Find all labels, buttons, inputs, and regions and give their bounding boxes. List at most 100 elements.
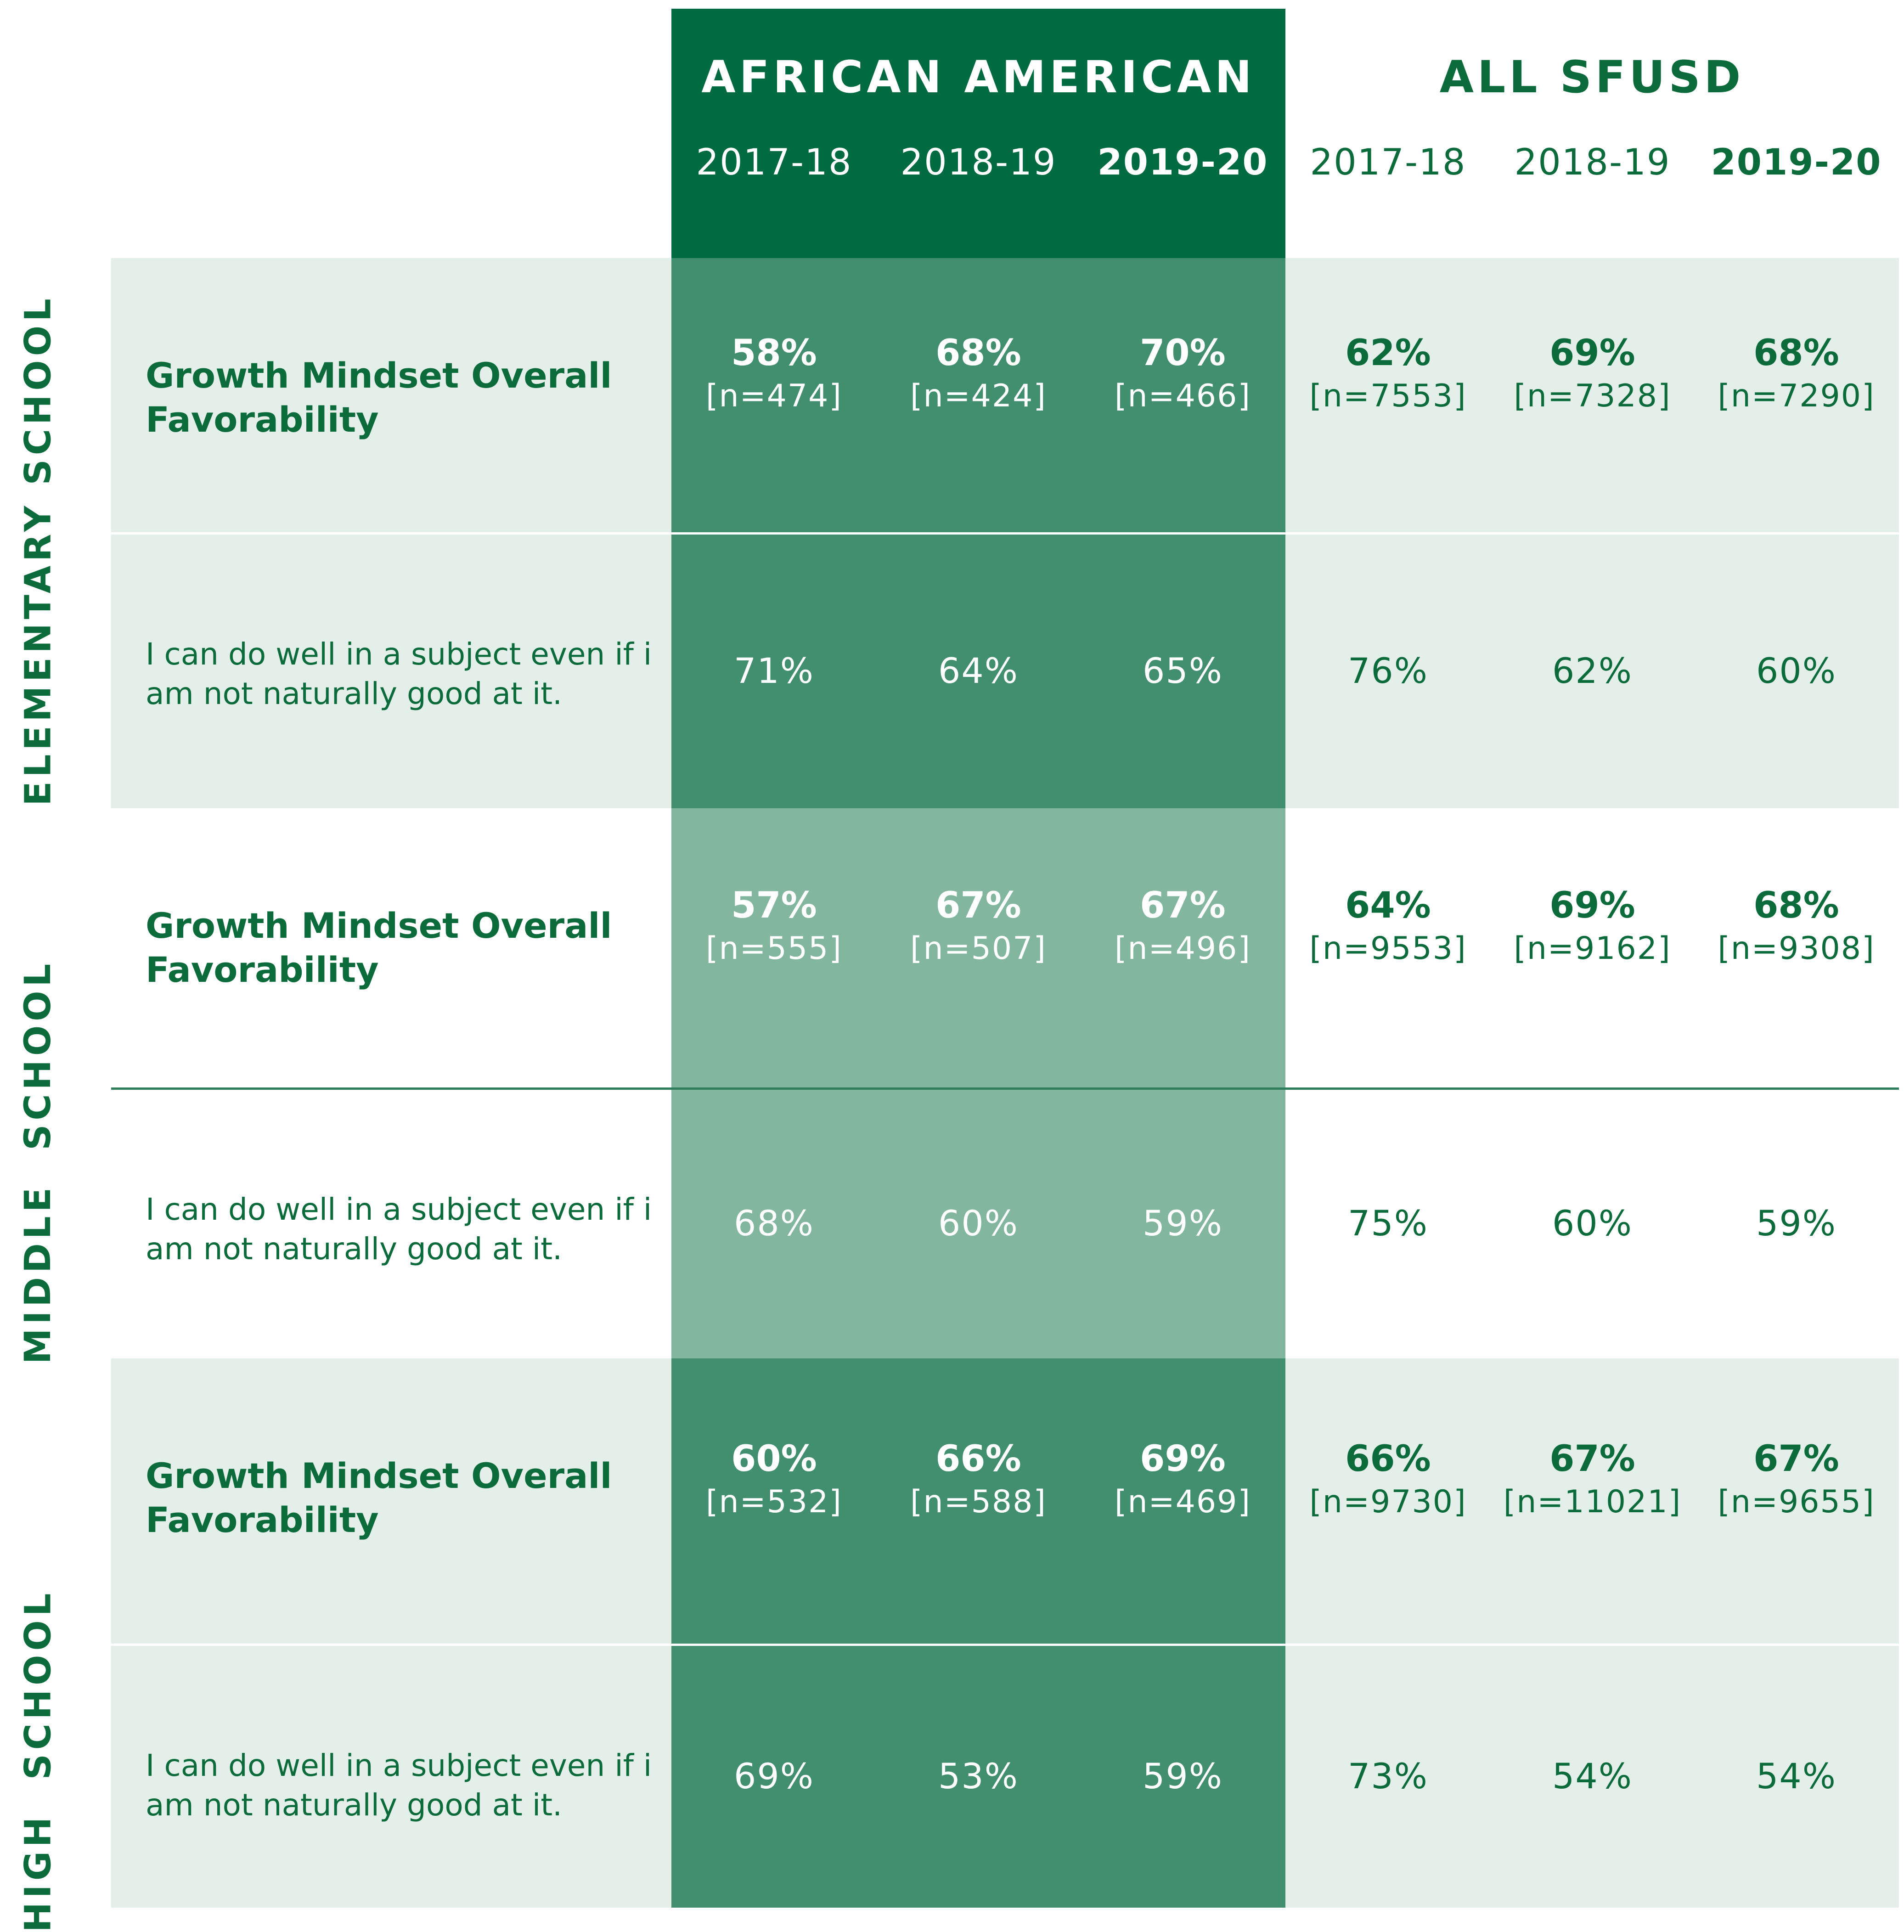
percent-value: 60% [731, 1438, 817, 1480]
sample-size: [n=9655] [1718, 1483, 1875, 1520]
value-cell: 68% [n=424] [876, 258, 1081, 533]
african-american-column-band [671, 258, 1285, 533]
all-sfusd-title: ALL SFUSD [1439, 51, 1745, 103]
label-line: Favorability [146, 949, 379, 990]
percent-value: 71% [734, 650, 814, 691]
percent-value: 68% [1753, 332, 1839, 374]
value-cell: 57% [n=555] [672, 808, 876, 1088]
percent-value: 59% [1756, 1203, 1836, 1244]
row-divider [111, 532, 1899, 535]
percent-value: 57% [731, 885, 817, 926]
favorability-label: Growth Mindset Overall Favorability [146, 354, 659, 442]
statement-label: I can do well in a subject even if i am n… [146, 635, 659, 714]
percent-value: 68% [1753, 885, 1839, 926]
value-cell: 64% [n=9553] [1286, 808, 1490, 1088]
value-cell: 60% [n=532] [672, 1358, 876, 1645]
sample-size: [n=7553] [1309, 377, 1467, 414]
sample-size: [n=588] [910, 1483, 1047, 1520]
african-american-column-band [671, 808, 1285, 1088]
value-cell: 59% [1081, 1645, 1285, 1908]
sample-size: [n=532] [706, 1483, 842, 1520]
percent-value: 76% [1348, 650, 1428, 691]
value-cell: 62% [n=7553] [1286, 258, 1490, 533]
sample-size: [n=9730] [1309, 1483, 1467, 1520]
percent-value: 69% [1549, 885, 1635, 926]
percent-value: 67% [935, 885, 1021, 926]
row-divider [111, 1087, 1899, 1090]
percent-value: 54% [1552, 1755, 1633, 1797]
value-cell: 58% [n=474] [672, 258, 876, 533]
favorability-label: Growth Mindset Overall Favorability [146, 1454, 659, 1542]
value-cell: 59% [1694, 1088, 1898, 1358]
value-cell: 67% [n=496] [1081, 808, 1285, 1088]
section-title: ELEMENTARY SCHOOL [17, 294, 59, 806]
year-header: 2018-19 [1514, 142, 1671, 183]
percent-value: 73% [1348, 1755, 1428, 1797]
label-line: Growth Mindset Overall [146, 355, 612, 396]
year-header: 2019-20 [1711, 142, 1882, 183]
statement-label: I can do well in a subject even if i am n… [146, 1190, 659, 1269]
african-american-column-band [671, 1358, 1285, 1645]
sample-size: [n=11021] [1503, 1483, 1682, 1520]
sample-size: [n=9553] [1309, 930, 1467, 967]
year-header: 2018-19 [900, 142, 1057, 183]
label-line: I can do well in a subject even if i [146, 1192, 652, 1227]
value-cell: 53% [876, 1645, 1081, 1908]
african-american-title: AFRICAN AMERICAN [701, 51, 1256, 103]
value-cell: 67% [n=9655] [1694, 1358, 1898, 1645]
label-line: I can do well in a subject even if i [146, 636, 652, 672]
sample-size: [n=424] [910, 377, 1047, 414]
value-cell: 66% [n=9730] [1286, 1358, 1490, 1645]
percent-value: 67% [1549, 1438, 1635, 1480]
sample-size: [n=9308] [1718, 930, 1875, 967]
percent-value: 67% [1140, 885, 1226, 926]
value-cell: 75% [1286, 1088, 1490, 1358]
african-american-column-band [671, 1645, 1285, 1908]
percent-value: 62% [1552, 650, 1633, 691]
percent-value: 75% [1348, 1203, 1428, 1244]
sample-size: [n=474] [706, 377, 842, 414]
percent-value: 60% [1756, 650, 1836, 691]
value-cell: 68% [n=9308] [1694, 808, 1898, 1088]
value-cell: 71% [672, 533, 876, 808]
favorability-label: Growth Mindset Overall Favorability [146, 904, 659, 992]
label-line: Favorability [146, 399, 379, 440]
row-divider [111, 1644, 1899, 1646]
label-line: Favorability [146, 1499, 379, 1540]
year-header: 2017-18 [1310, 142, 1466, 183]
label-line: Growth Mindset Overall [146, 1455, 612, 1496]
value-cell: 69% [n=9162] [1490, 808, 1695, 1088]
value-cell: 66% [n=588] [876, 1358, 1081, 1645]
percent-value: 66% [935, 1438, 1021, 1480]
value-cell: 69% [672, 1645, 876, 1908]
label-line: Growth Mindset Overall [146, 905, 612, 946]
percent-value: 64% [1345, 885, 1431, 926]
value-cell: 76% [1286, 533, 1490, 808]
label-line: am not naturally good at it. [146, 676, 563, 711]
sample-size: [n=7290] [1718, 377, 1875, 414]
year-header: 2019-20 [1097, 142, 1268, 183]
sample-size: [n=507] [910, 930, 1047, 967]
percent-value: 65% [1143, 650, 1223, 691]
percent-value: 69% [1140, 1438, 1226, 1480]
value-cell: 62% [1490, 533, 1695, 808]
percent-value: 64% [938, 650, 1019, 691]
value-cell: 60% [876, 1088, 1081, 1358]
value-cell: 64% [876, 533, 1081, 808]
percent-value: 62% [1345, 332, 1431, 374]
percent-value: 59% [1143, 1203, 1223, 1244]
value-cell: 60% [1490, 1088, 1695, 1358]
year-header: 2017-18 [696, 142, 852, 183]
percent-value: 54% [1756, 1755, 1836, 1797]
label-line: am not naturally good at it. [146, 1787, 563, 1823]
percent-value: 66% [1345, 1438, 1431, 1480]
value-cell: 68% [672, 1088, 876, 1358]
value-cell: 59% [1081, 1088, 1285, 1358]
percent-value: 58% [731, 332, 817, 374]
value-cell: 67% [n=507] [876, 808, 1081, 1088]
percent-value: 68% [734, 1203, 814, 1244]
section-title: HIGH SCHOOL [17, 1589, 59, 1932]
percent-value: 60% [938, 1203, 1019, 1244]
sample-size: [n=469] [1115, 1483, 1251, 1520]
